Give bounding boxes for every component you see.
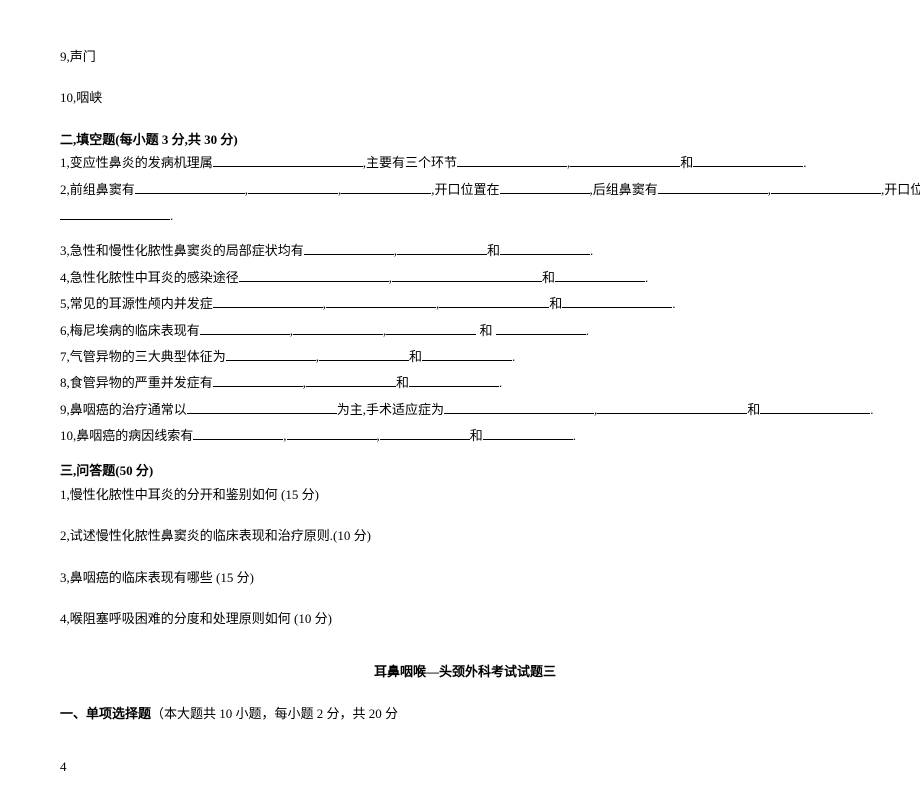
- and: 和: [487, 243, 500, 258]
- blank: [248, 180, 338, 194]
- blank: [496, 321, 586, 335]
- blank: [319, 347, 409, 361]
- blank: [771, 180, 881, 194]
- end: .: [870, 402, 873, 417]
- s2-q2-mid1: ,开口位置在: [431, 182, 499, 197]
- s2-q6-pre: 6,梅尼埃病的临床表现有: [60, 323, 200, 338]
- page-number: 4: [60, 755, 870, 778]
- s2-q7-pre: 7,气管异物的三大典型体征为: [60, 349, 226, 364]
- blank: [293, 321, 383, 335]
- end: .: [573, 428, 576, 443]
- blank: [386, 321, 476, 335]
- blank: [187, 400, 337, 414]
- blank: [200, 321, 290, 335]
- end: .: [499, 375, 502, 390]
- blank: [693, 153, 803, 167]
- s2-q1-pre: 1,变应性鼻炎的发病机理属: [60, 155, 213, 170]
- blank: [597, 400, 747, 414]
- s2-q9-pre: 9,鼻咽癌的治疗通常以: [60, 402, 187, 417]
- end: .: [803, 155, 806, 170]
- blank: [570, 153, 680, 167]
- blank: [562, 294, 672, 308]
- and: 和: [549, 296, 562, 311]
- end: .: [586, 323, 589, 338]
- blank: [380, 426, 470, 440]
- blank: [555, 268, 645, 282]
- blank: [60, 206, 170, 220]
- s3-q1: 1,慢性化脓性中耳炎的分开和鉴别如何 (15 分): [60, 483, 870, 506]
- s2-q3-pre: 3,急性和慢性化脓性鼻窦炎的局部症状均有: [60, 243, 304, 258]
- s2-q3: 3,急性和慢性化脓性鼻窦炎的局部症状均有,和.: [60, 239, 870, 262]
- and: 和: [680, 155, 693, 170]
- s2-q1-mid1: ,主要有三个环节: [363, 155, 457, 170]
- and: 和: [542, 270, 555, 285]
- end: .: [645, 270, 648, 285]
- exam3-title: 耳鼻咽喉—头颈外科考试试题三: [60, 660, 870, 683]
- and: 和: [470, 428, 483, 443]
- blank: [439, 294, 549, 308]
- end: .: [590, 243, 593, 258]
- blank: [135, 180, 245, 194]
- blank: [500, 180, 590, 194]
- blank: [658, 180, 768, 194]
- s3-q3: 3,鼻咽癌的临床表现有哪些 (15 分): [60, 566, 870, 589]
- and: 和: [747, 402, 760, 417]
- s2-q2-line1: 2,前组鼻窦有,,,开口位置在,后组鼻窦有,,开口位置在: [60, 178, 870, 201]
- blank: [444, 400, 594, 414]
- exam3-section1: 一、单项选择题（本大题共 10 小题，每小题 2 分，共 20 分: [60, 702, 870, 725]
- s2-q10: 10,鼻咽癌的病因线索有,,和.: [60, 424, 870, 447]
- blank: [483, 426, 573, 440]
- s2-q1: 1,变应性鼻炎的发病机理属,主要有三个环节,和.: [60, 151, 870, 174]
- s2-q5-pre: 5,常见的耳源性颅内并发症: [60, 296, 213, 311]
- s2-q8-pre: 8,食管异物的严重并发症有: [60, 375, 213, 390]
- blank: [341, 180, 431, 194]
- blank: [409, 373, 499, 387]
- end: .: [170, 208, 173, 223]
- s2-q2-mid3: ,开口位置在: [881, 182, 920, 197]
- s2-q2-line2: .: [60, 204, 870, 227]
- s2-q7: 7,气管异物的三大典型体征为,和.: [60, 345, 870, 368]
- prior-q9: 9,声门: [60, 45, 870, 68]
- blank: [422, 347, 512, 361]
- s2-q5: 5,常见的耳源性颅内并发症,,和.: [60, 292, 870, 315]
- section3-header: 三,问答题(50 分): [60, 459, 870, 482]
- exam3-s1-label: 一、单项选择题: [60, 706, 151, 721]
- s3-q4: 4,喉阻塞呼吸困难的分度和处理原则如何 (10 分): [60, 607, 870, 630]
- and: 和: [396, 375, 409, 390]
- s2-q9: 9,鼻咽癌的治疗通常以为主,手术适应症为,和.: [60, 398, 870, 421]
- s3-q2: 2,试述慢性化脓性鼻窦炎的临床表现和治疗原则.(10 分): [60, 524, 870, 547]
- blank: [760, 400, 870, 414]
- blank: [326, 294, 436, 308]
- blank: [213, 373, 303, 387]
- and: 和: [476, 323, 496, 338]
- blank: [304, 241, 394, 255]
- s2-q2-pre: 2,前组鼻窦有: [60, 182, 135, 197]
- s2-q2-mid2: ,后组鼻窦有: [590, 182, 658, 197]
- end: .: [512, 349, 515, 364]
- s2-q6: 6,梅尼埃病的临床表现有,, 和 .: [60, 319, 870, 342]
- blank: [397, 241, 487, 255]
- s2-q8: 8,食管异物的严重并发症有,和.: [60, 371, 870, 394]
- blank: [306, 373, 396, 387]
- blank: [226, 347, 316, 361]
- blank: [193, 426, 283, 440]
- prior-q10: 10,咽峡: [60, 86, 870, 109]
- blank: [213, 153, 363, 167]
- section2-header: 二,填空题(每小题 3 分,共 30 分): [60, 128, 870, 151]
- and: 和: [409, 349, 422, 364]
- end: .: [672, 296, 675, 311]
- blank: [500, 241, 590, 255]
- s2-q10-pre: 10,鼻咽癌的病因线索有: [60, 428, 193, 443]
- blank: [213, 294, 323, 308]
- blank: [392, 268, 542, 282]
- blank: [457, 153, 567, 167]
- blank: [287, 426, 377, 440]
- s2-q4: 4,急性化脓性中耳炎的感染途径,和.: [60, 266, 870, 289]
- s2-q9-mid: 为主,手术适应症为: [337, 402, 444, 417]
- exam3-s1-desc: （本大题共 10 小题，每小题 2 分，共 20 分: [151, 706, 398, 721]
- blank: [239, 268, 389, 282]
- s2-q4-pre: 4,急性化脓性中耳炎的感染途径: [60, 270, 239, 285]
